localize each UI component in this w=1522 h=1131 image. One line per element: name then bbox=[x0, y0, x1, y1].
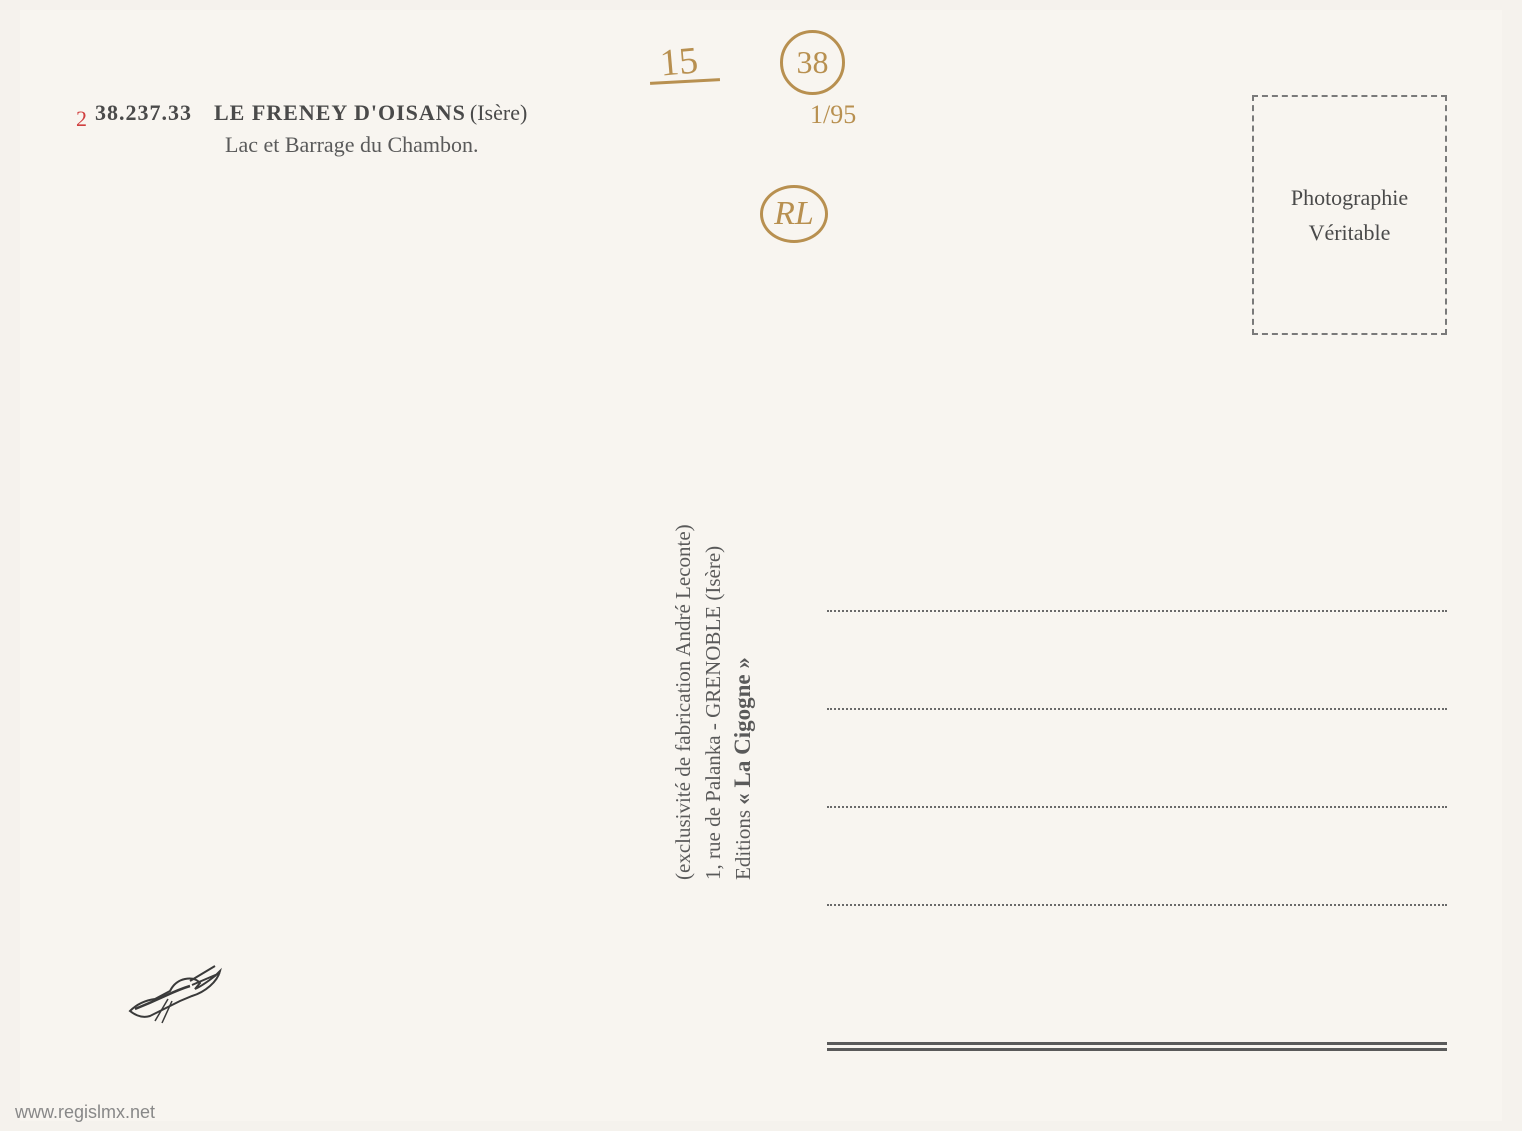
address-line-2 bbox=[827, 707, 1447, 710]
red-annotation: 2 bbox=[76, 106, 87, 132]
publisher-credit: (exclusivité de fabrication André Lecont… bbox=[671, 524, 695, 880]
location-subtitle: Lac et Barrage du Chambon. bbox=[225, 132, 527, 158]
publisher-prefix: Editions bbox=[731, 805, 755, 880]
region-label: (Isère) bbox=[470, 100, 527, 126]
address-line-3 bbox=[827, 805, 1447, 808]
stamp-text-line2: Véritable bbox=[1309, 215, 1391, 250]
location-title: LE FRENEY D'OISANS bbox=[214, 100, 466, 126]
handwritten-circled-rl: RL bbox=[760, 185, 828, 243]
address-area bbox=[827, 609, 1447, 1001]
stamp-placeholder: Photographie Véritable bbox=[1252, 95, 1447, 335]
handwritten-fraction: 1/95 bbox=[810, 100, 856, 130]
publisher-brand: « La Cigogne » bbox=[730, 657, 755, 805]
address-line-4 bbox=[827, 903, 1447, 906]
publisher-vertical-text: Editions « La Cigogne » 1, rue de Palank… bbox=[670, 290, 770, 890]
postcard-back: 2 38.237.33 LE FRENEY D'OISANS (Isère) L… bbox=[20, 10, 1502, 1121]
header-line1: 38.237.33 LE FRENEY D'OISANS (Isère) bbox=[95, 100, 527, 126]
stamp-text-line1: Photographie bbox=[1291, 180, 1408, 215]
postcard-header: 38.237.33 LE FRENEY D'OISANS (Isère) Lac… bbox=[95, 100, 527, 158]
address-line-1 bbox=[827, 609, 1447, 612]
divider-double-line bbox=[827, 1042, 1447, 1051]
reference-number: 38.237.33 bbox=[95, 100, 192, 126]
svg-text:Editions « La Cigogne: Editions « La Cigogne » bbox=[730, 657, 755, 880]
stork-logo-icon bbox=[120, 961, 230, 1031]
handwritten-circled-38: 38 bbox=[780, 30, 845, 95]
publisher-address: 1, rue de Palanka - GRENOBLE (Isère) bbox=[701, 546, 725, 880]
watermark-text: www.regislmx.net bbox=[15, 1102, 155, 1123]
bottom-double-line bbox=[827, 1042, 1447, 1051]
